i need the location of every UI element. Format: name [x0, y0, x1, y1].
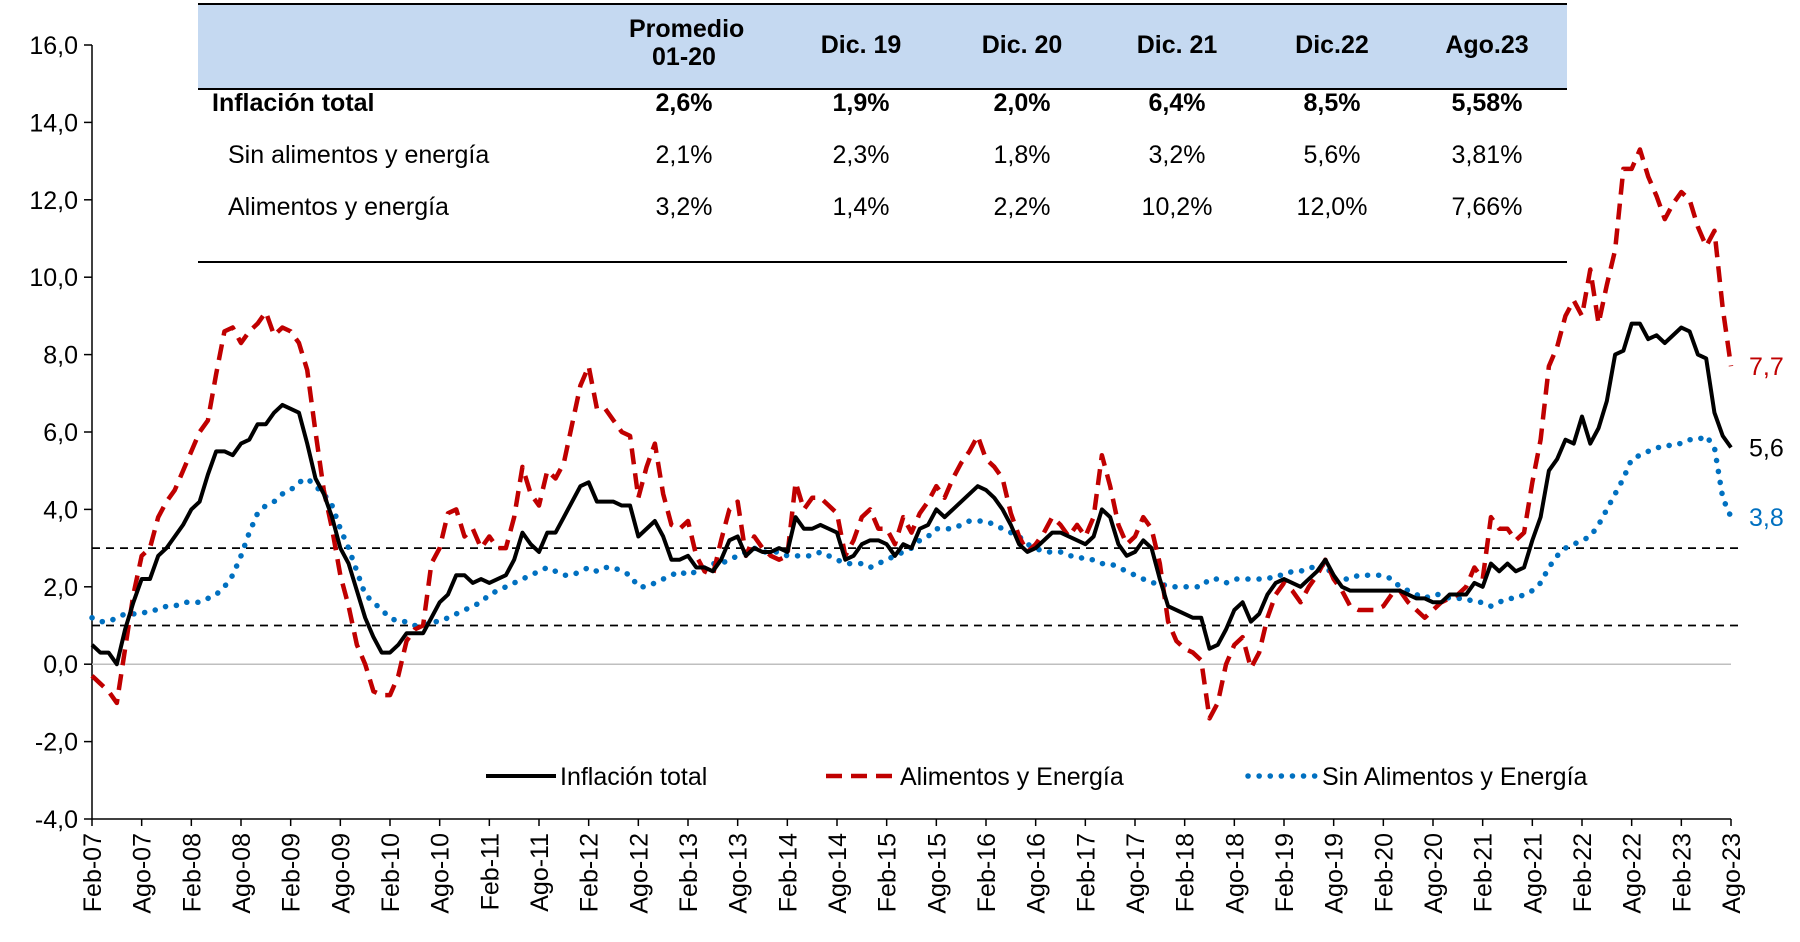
x-tick-label: Feb-22 — [1569, 833, 1597, 912]
x-tick-label: Feb-17 — [1072, 833, 1100, 912]
column-header: Dic.22 — [1295, 31, 1369, 59]
table-cell: 2,2% — [993, 193, 1051, 221]
x-tick-label: Feb-11 — [476, 833, 504, 910]
y-tick-label: 8,0 — [43, 342, 78, 370]
table-cell: 2,1% — [655, 141, 713, 169]
y-tick-label: -2,0 — [35, 729, 78, 757]
x-tick-label: Ago-23 — [1718, 833, 1746, 914]
y-tick-label: 12,0 — [29, 187, 78, 215]
legend-label: Inflación total — [560, 763, 707, 791]
y-tick-label: 16,0 — [29, 32, 78, 60]
x-tick-label: Feb-21 — [1470, 833, 1498, 912]
y-tick-label: -4,0 — [35, 806, 78, 834]
legend-label: Sin Alimentos y Energía — [1322, 763, 1588, 791]
y-tick-label: 2,0 — [43, 574, 78, 602]
end-label: 7,7 — [1749, 353, 1784, 381]
x-tick-label: Feb-10 — [377, 833, 405, 912]
x-tick-label: Ago-07 — [129, 833, 157, 914]
x-tick-label: Feb-16 — [973, 833, 1001, 912]
series-line — [90, 147, 1734, 721]
table-cell: 7,66% — [1451, 193, 1523, 221]
column-header: Dic. 21 — [1136, 31, 1218, 59]
x-tick-label: Ago-12 — [625, 833, 653, 914]
x-tick-label: Ago-18 — [1221, 833, 1249, 914]
table-cell: 1,9% — [832, 89, 890, 117]
table-cell: 5,58% — [1451, 89, 1523, 117]
table-cell: 6,4% — [1148, 89, 1206, 117]
x-tick-label: Ago-20 — [1420, 833, 1448, 914]
table-cell: 3,2% — [655, 193, 713, 221]
y-tick-label: 10,0 — [29, 264, 78, 292]
end-label: 5,6 — [1749, 434, 1784, 462]
x-tick-label: Feb-09 — [278, 833, 306, 912]
row-label: Sin alimentos y energía — [228, 141, 490, 169]
table-cell: 5,6% — [1303, 141, 1361, 169]
x-tick-label: Feb-14 — [774, 833, 802, 912]
table-cell: 12,0% — [1296, 193, 1368, 221]
y-tick-label: 4,0 — [43, 496, 78, 524]
y-tick-label: 14,0 — [29, 109, 78, 137]
x-tick-label: Feb-23 — [1668, 833, 1696, 912]
x-tick-label: Feb-20 — [1370, 833, 1398, 912]
x-tick-label: Feb-07 — [79, 833, 107, 912]
x-tick-label: Ago-10 — [427, 833, 455, 914]
x-tick-label: Ago-13 — [725, 833, 753, 914]
x-tick-label: Ago-22 — [1619, 833, 1647, 914]
table-cell: 3,81% — [1451, 141, 1523, 169]
x-tick-label: Ago-15 — [923, 833, 951, 914]
row-label: Inflación total — [212, 89, 375, 117]
y-tick-label: 6,0 — [43, 419, 78, 447]
x-tick-label: Feb-12 — [576, 833, 604, 912]
x-tick-label: Ago-19 — [1321, 833, 1349, 914]
row-label: Alimentos y energía — [228, 193, 449, 221]
x-tick-label: Ago-11 — [526, 833, 554, 912]
table-cell: 1,8% — [993, 141, 1051, 169]
table-header — [198, 3, 1567, 90]
column-header: Ago.23 — [1445, 31, 1529, 59]
x-tick-label: Feb-15 — [874, 833, 902, 912]
table-rule — [198, 261, 1567, 263]
x-tick-label: Feb-13 — [675, 833, 703, 912]
column-header: Dic. 19 — [820, 31, 902, 59]
series-line — [90, 321, 1733, 667]
x-tick-label: Ago-21 — [1519, 833, 1547, 914]
table-cell: 2,0% — [993, 89, 1051, 117]
x-tick-label: Ago-08 — [228, 833, 256, 914]
x-tick-label: Feb-08 — [178, 833, 206, 912]
table-cell: 2,6% — [655, 89, 713, 117]
column-header: Dic. 20 — [981, 31, 1063, 59]
table-cell: 3,2% — [1148, 141, 1206, 169]
table-cell: 8,5% — [1303, 89, 1361, 117]
table-cell: 1,4% — [832, 193, 890, 221]
x-tick-label: Feb-18 — [1172, 833, 1200, 912]
end-label: 3,8 — [1749, 504, 1784, 532]
table-cell: 2,3% — [832, 141, 890, 169]
x-tick-label: Ago-09 — [327, 833, 355, 914]
column-header: Promedio 01-20 — [629, 15, 745, 71]
legend-label: Alimentos y Energía — [900, 763, 1124, 791]
x-tick-label: Ago-17 — [1122, 833, 1150, 914]
x-tick-label: Ago-16 — [1023, 833, 1051, 914]
table-cell: 10,2% — [1141, 193, 1213, 221]
y-tick-label: 0,0 — [43, 651, 78, 679]
x-tick-label: Feb-19 — [1271, 833, 1299, 912]
x-tick-label: Ago-14 — [824, 833, 852, 914]
